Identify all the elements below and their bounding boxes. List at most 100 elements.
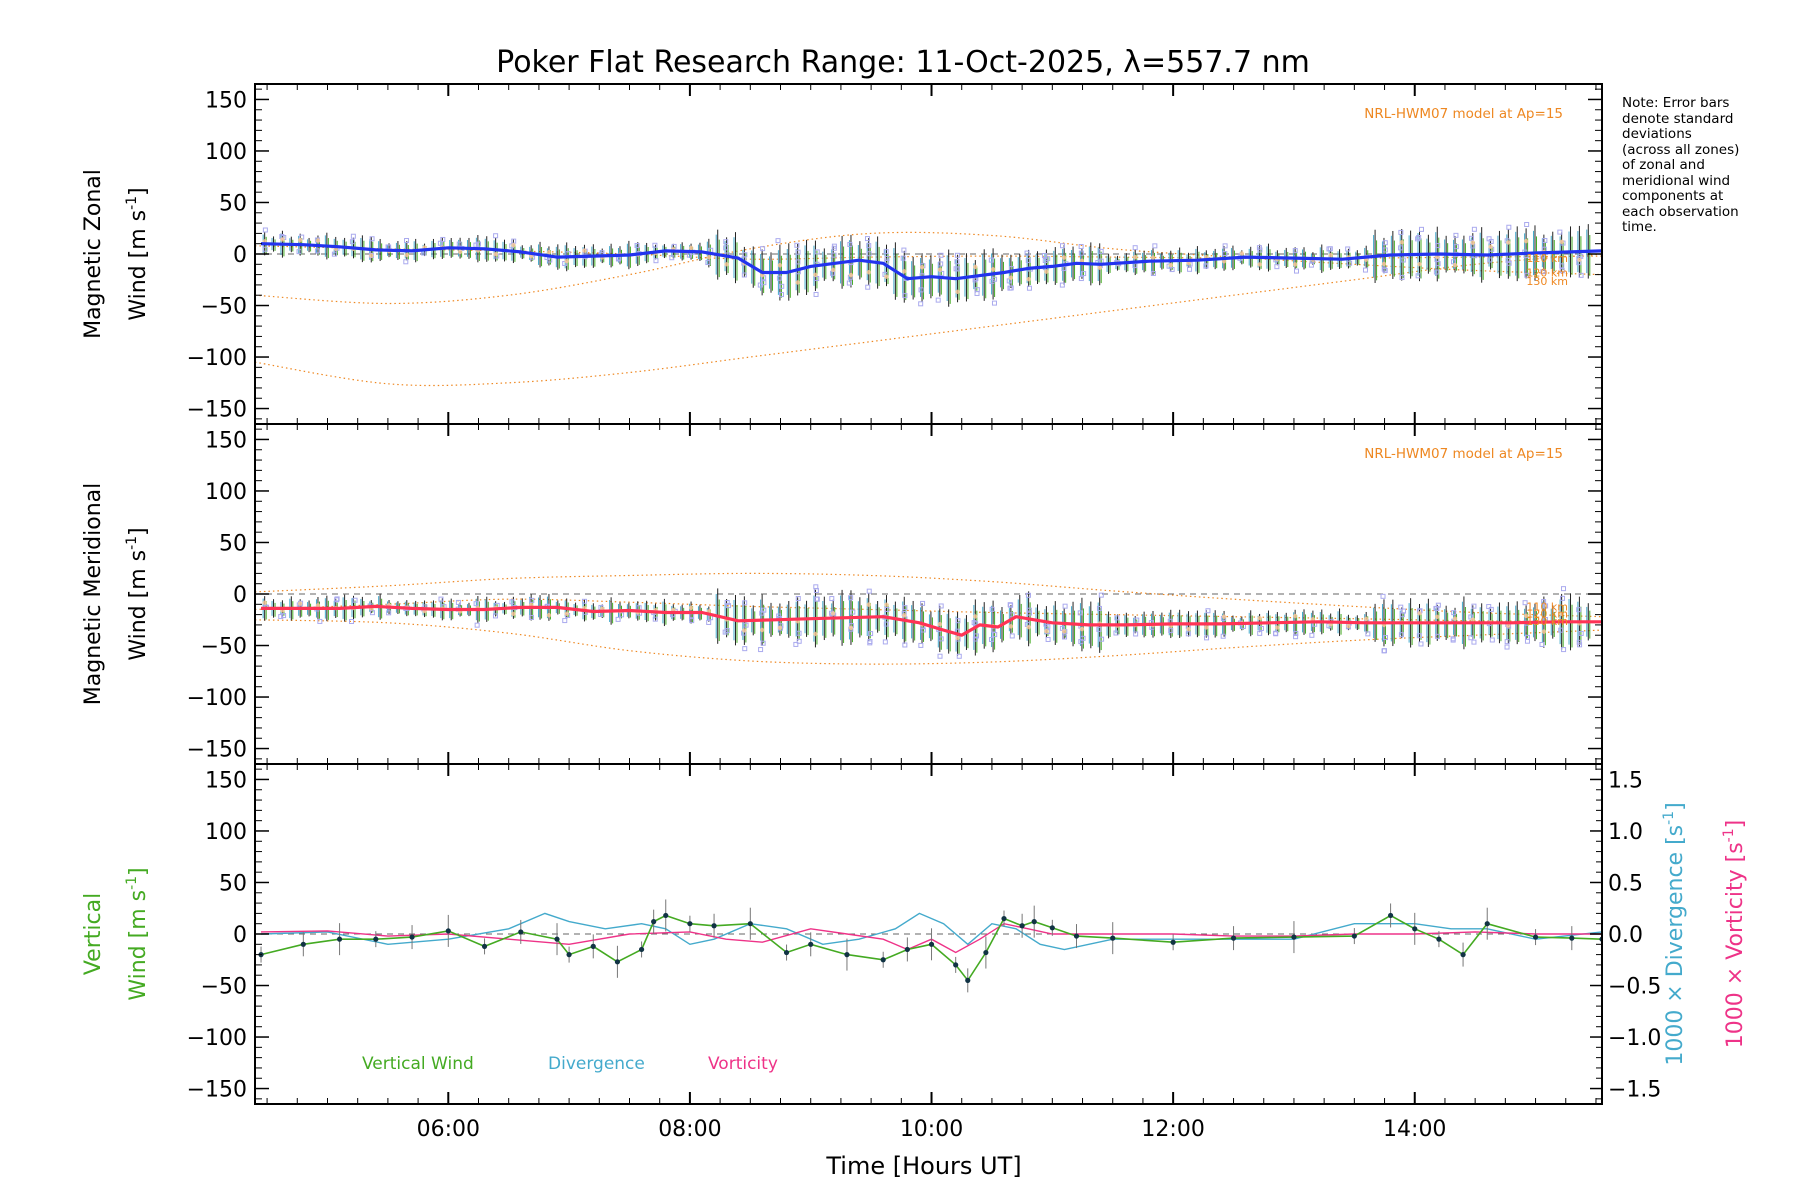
note-line: components at [1622, 188, 1724, 204]
scatter-point [831, 245, 837, 251]
scatter-point [884, 258, 890, 264]
scatter-point [955, 289, 960, 295]
scatter-point [1523, 613, 1529, 619]
error-bar-note: Note: Error bars denote standard deviati… [1622, 95, 1792, 236]
scatter-point [706, 619, 712, 625]
scatter-point [883, 249, 889, 255]
scatter-point [1187, 266, 1193, 272]
scatter-point [848, 272, 854, 278]
y-axis-label-line2: Wind [m s-1] [124, 527, 151, 660]
scatter-point [1078, 639, 1084, 645]
scatter-point [689, 613, 695, 619]
scatter-point [581, 598, 587, 604]
scatter-point [437, 240, 443, 246]
scatter-point [1576, 607, 1582, 613]
scatter-point [778, 292, 784, 298]
scatter-point [902, 642, 908, 648]
right-tick-label: −1.5 [1608, 1078, 1661, 1103]
x-tick-label: 08:00 [658, 1117, 721, 1142]
vertical-wind-point [300, 941, 306, 947]
scatter-point [955, 618, 961, 624]
vertical-wind-point [651, 919, 657, 925]
vertical-wind-point [663, 912, 669, 919]
model-curve [255, 231, 1602, 305]
scatter-point [1168, 262, 1173, 268]
scatter-point [1308, 262, 1314, 268]
scatter-point [1186, 626, 1191, 632]
scatter-point [830, 611, 836, 616]
scatter-point [369, 610, 375, 616]
scatter-point [528, 614, 534, 620]
scatter-point [935, 297, 941, 303]
scatter-point [1025, 257, 1031, 263]
scatter-point [1026, 607, 1032, 613]
scatter-point [1152, 243, 1158, 249]
scatter-point [1008, 275, 1014, 280]
scatter-point [813, 587, 819, 593]
scatter-point [937, 653, 943, 659]
scatter-point [990, 267, 996, 272]
scatter-point [1559, 239, 1564, 245]
vertical-wind-point [1387, 912, 1394, 919]
y-tick-label: 50 [219, 531, 247, 556]
scatter-point [1561, 647, 1567, 653]
y-tick-label: 50 [219, 871, 247, 896]
scatter-point [939, 270, 945, 276]
scatter-point [988, 257, 994, 263]
scatter-point [1061, 266, 1067, 272]
scatter-point [972, 277, 978, 283]
scatter-point [493, 251, 498, 257]
scatter-point [1257, 262, 1262, 267]
scatter-point [1078, 276, 1084, 282]
scatter-point [850, 609, 856, 615]
scatter-point [297, 601, 303, 606]
altitude-label: 110 km [1526, 600, 1568, 613]
scatter-point [1400, 257, 1406, 263]
scatter-point [795, 249, 801, 255]
vertical-wind-point [445, 928, 451, 934]
scatter-point [1239, 251, 1245, 256]
scatter-point [1258, 625, 1264, 631]
scatter-point [955, 266, 961, 272]
scatter-point [1077, 610, 1083, 616]
scatter-point [493, 613, 499, 619]
scatter-point [349, 618, 355, 624]
scatter-point [634, 242, 640, 248]
scatter-point [831, 252, 837, 258]
scatter-point [1382, 268, 1388, 274]
scatter-point [1008, 624, 1014, 629]
scatter-point [956, 653, 962, 659]
vertical-wind-point [904, 946, 910, 953]
scatter-point [281, 613, 287, 619]
scatter-point [847, 241, 853, 247]
legend-vertical: Vertical Wind [362, 1054, 474, 1074]
scatter-point [1026, 610, 1032, 616]
scatter-point [1292, 248, 1298, 254]
vertical-wind-point [1073, 933, 1080, 939]
vertical-wind-panel: Vertical Wind Divergence Vorticity 1.5 1.0 0.… [81, 763, 1748, 1142]
scatter-point [1452, 262, 1458, 268]
altitude-label: 110 km [1526, 252, 1568, 265]
scatter-point [474, 622, 480, 628]
scatter-point [795, 259, 801, 265]
scatter-point [315, 603, 321, 608]
altitude-label: 120 km [1526, 608, 1568, 621]
scatter-point [1026, 285, 1032, 291]
y-axis-label-line2: Wind [m s-1] [124, 187, 151, 320]
scatter-point [456, 241, 462, 247]
vertical-wind-point [518, 929, 524, 935]
scatter-point [1062, 634, 1068, 640]
vertical-wind-point [1532, 934, 1539, 940]
scatter-point [403, 259, 409, 265]
scatter-point [1470, 240, 1476, 245]
scatter-point [1221, 614, 1227, 619]
scatter-point [1416, 234, 1422, 240]
note-line: each observation [1622, 203, 1739, 220]
scatter-point [1399, 240, 1404, 245]
scatter-point [1220, 633, 1226, 639]
scatter-point [902, 269, 907, 274]
scatter-point [1382, 635, 1388, 641]
scatter-point [1132, 245, 1138, 251]
scatter-point [1401, 608, 1407, 614]
